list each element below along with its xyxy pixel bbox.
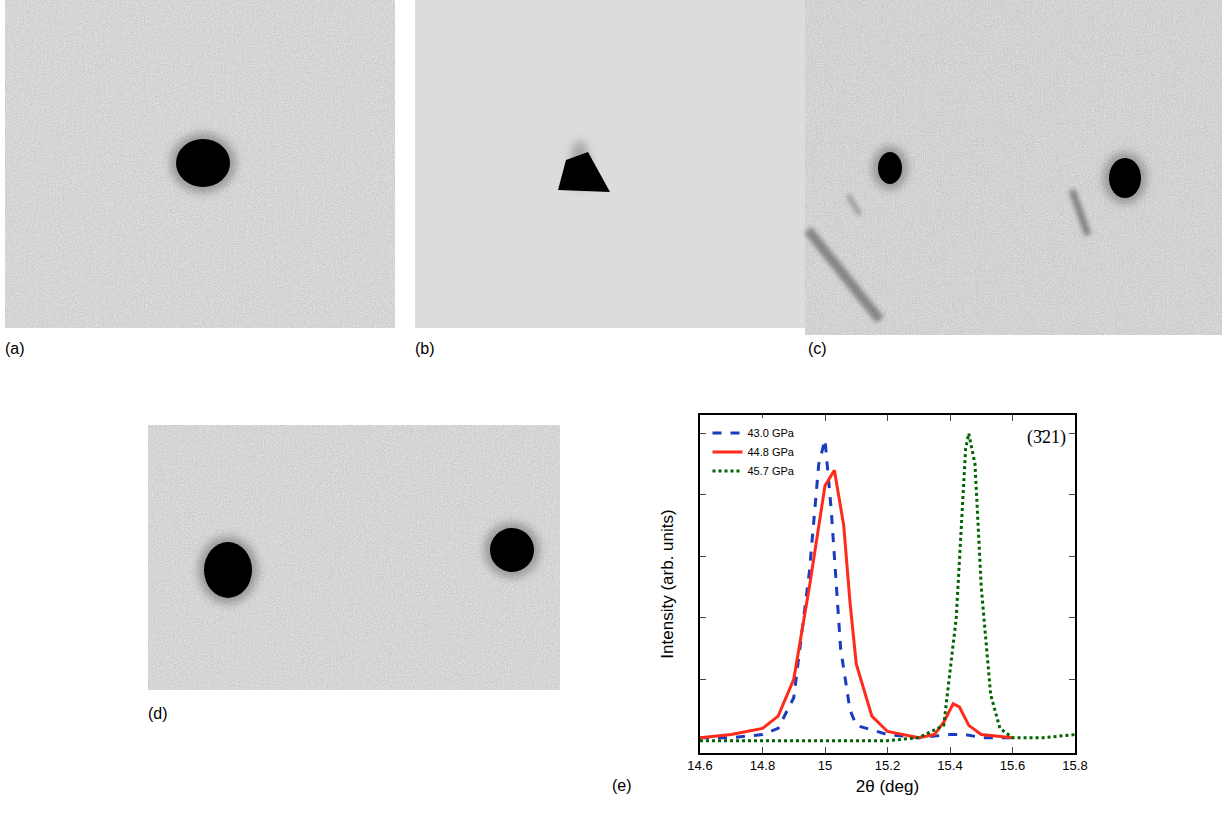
html-text:(b): (b): [415, 340, 435, 357]
svg-text:15.6: 15.6: [1000, 758, 1025, 773]
svg-text:45.7 GPa: 45.7 GPa: [748, 465, 795, 477]
svg-text:15.2: 15.2: [875, 758, 900, 773]
svg-text:14.8: 14.8: [750, 758, 775, 773]
svg-text:14.6: 14.6: [687, 758, 712, 773]
html-text:(c): (c): [808, 340, 827, 357]
svg-text:Intensity (arb. units): Intensity (arb. units): [658, 509, 677, 658]
html-text:(a): (a): [5, 340, 25, 357]
svg-text:15.4: 15.4: [937, 758, 962, 773]
html-text:(e): (e): [612, 777, 632, 794]
svg-text:15.8: 15.8: [1062, 758, 1087, 773]
svg-text:2θ (deg): 2θ (deg): [856, 777, 919, 796]
svg-text:15: 15: [818, 758, 832, 773]
html-text:(d): (d): [148, 705, 168, 722]
svg-text:(3̄21): (3̄21): [1027, 427, 1066, 448]
svg-text:44.8 GPa: 44.8 GPa: [748, 446, 795, 458]
svg-text:43.0 GPa: 43.0 GPa: [748, 427, 795, 439]
